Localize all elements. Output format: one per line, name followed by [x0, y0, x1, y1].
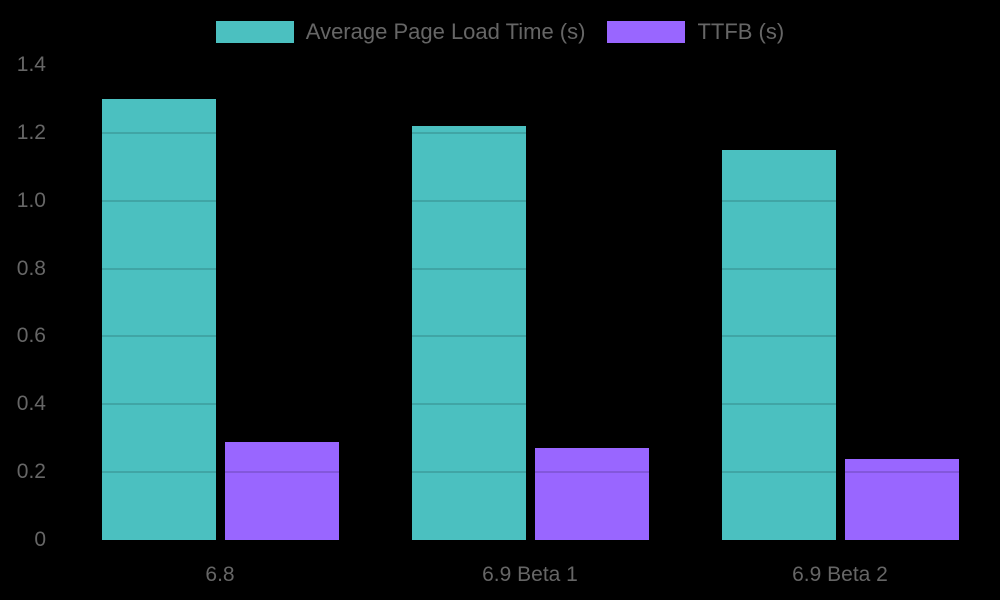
y-axis-tick-label: 0.6 — [16, 324, 46, 348]
gridline-overlay — [411, 199, 526, 202]
bar-ttfb-6-9-beta-1 — [534, 448, 649, 540]
gridline-overlay — [411, 335, 526, 338]
gridline-overlay — [411, 267, 526, 270]
y-axis-tick-label: 0.4 — [16, 392, 46, 416]
legend-label-ttfb: TTFB (s) — [697, 19, 785, 44]
bar-page-load-time-6-9-beta-1 — [411, 126, 526, 540]
x-axis-tick-label: 6.9 Beta 2 — [792, 563, 888, 586]
gridline-overlay — [101, 199, 216, 202]
legend-item-ttfb[interactable]: TTFB (s) — [607, 19, 784, 45]
gridline-overlay — [101, 471, 216, 474]
bar-page-load-time-6-9-beta-2 — [721, 149, 836, 540]
y-axis-tick-label: 0.2 — [16, 460, 46, 484]
legend-swatch-page-load-time — [215, 21, 294, 43]
bar-ttfb-6-9-beta-2 — [844, 458, 959, 540]
chart-legend: Average Page Load Time (s) TTFB (s) — [0, 19, 1000, 45]
y-axis-tick-label: 0 — [34, 528, 46, 551]
gridline-overlay — [721, 267, 836, 270]
gridline-overlay — [721, 471, 836, 474]
gridline-overlay — [224, 471, 339, 474]
gridline-overlay — [534, 471, 649, 474]
bar-ttfb-6-8 — [224, 441, 339, 540]
legend-swatch-ttfb — [607, 21, 686, 43]
legend-item-page-load-time[interactable]: Average Page Load Time (s) — [215, 19, 586, 45]
bar-page-load-time-6-8 — [101, 98, 216, 540]
x-axis-tick-label: 6.9 Beta 1 — [482, 563, 578, 586]
gridline-overlay — [411, 471, 526, 474]
y-axis-tick-label: 1.0 — [16, 188, 46, 212]
legend-label-page-load-time: Average Page Load Time (s) — [305, 19, 586, 44]
x-axis-tick-label: 6.8 — [205, 563, 235, 586]
y-axis-tick-label: 0.8 — [16, 256, 46, 280]
gridline-overlay — [101, 335, 216, 338]
gridline-overlay — [101, 403, 216, 406]
gridline-overlay — [844, 471, 959, 474]
gridline-overlay — [411, 403, 526, 406]
gridline-overlay — [721, 403, 836, 406]
gridline-overlay — [411, 131, 526, 134]
y-axis-tick-label: 1.4 — [16, 53, 46, 76]
gridline-overlay — [101, 131, 216, 134]
gridline-overlay — [101, 267, 216, 270]
gridline-overlay — [721, 199, 836, 202]
y-axis-tick-label: 1.2 — [16, 120, 46, 144]
gridline-overlay — [721, 335, 836, 338]
